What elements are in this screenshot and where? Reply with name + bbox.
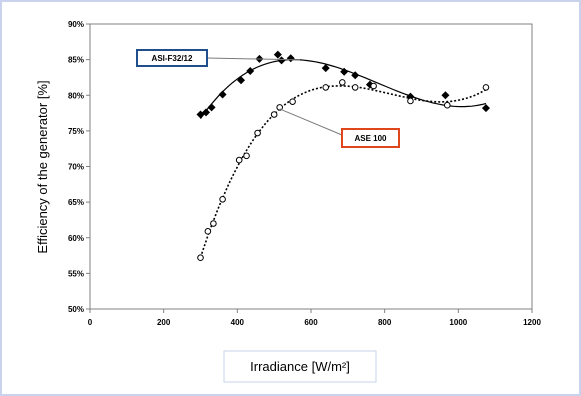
y-tick-label: 60%	[68, 234, 84, 243]
x-axis-title: Irradiance [W/m²]	[250, 359, 350, 374]
trendline-1	[199, 85, 487, 258]
diamond-point	[481, 104, 490, 113]
diamond-point	[277, 56, 286, 65]
circle-point	[197, 254, 204, 261]
y-tick-label: 50%	[68, 305, 84, 314]
circle-point	[219, 195, 226, 203]
ase-callout-box	[341, 128, 400, 148]
y-tick-label: 65%	[68, 198, 84, 207]
axes: 50% 55% 60% 65% 70% 75% 80% 85% 90% 0 200 400 600 800…	[68, 20, 541, 327]
diamond-point	[237, 76, 246, 85]
circle-point	[254, 129, 261, 137]
ase-callout-label: ASE 100	[354, 134, 387, 143]
x-tick-label: 800	[378, 318, 392, 327]
circle-point	[276, 104, 283, 111]
circle-point	[482, 84, 490, 91]
circle-point	[270, 111, 278, 118]
diamond-point	[441, 91, 450, 100]
asi-callout-box	[136, 49, 208, 67]
diamond-point	[207, 103, 216, 112]
x-tick-label: 600	[304, 318, 318, 327]
circle-point	[243, 152, 250, 160]
circle-point	[370, 82, 377, 90]
ase-callout-leader	[279, 108, 343, 136]
y-tick-label: 75%	[68, 127, 84, 136]
x-tick-label: 0	[88, 318, 93, 327]
plot-area	[89, 23, 533, 310]
x-tick-label: 1200	[523, 318, 541, 327]
circle-point	[289, 98, 296, 105]
diamond-point	[321, 64, 330, 73]
x-axis-title-box	[223, 350, 377, 383]
diamond-point	[218, 90, 227, 99]
y-tick-label: 85%	[68, 56, 84, 65]
circle-point	[339, 79, 346, 86]
circle-point	[351, 84, 359, 91]
data-points	[196, 50, 490, 261]
diamond-point	[340, 67, 349, 76]
circle-point	[322, 84, 330, 91]
y-tick-label: 80%	[68, 91, 84, 100]
diamond-point	[202, 108, 211, 117]
circle-point	[210, 220, 217, 227]
diamond-point	[286, 54, 295, 63]
circle-point	[407, 97, 414, 105]
circle-point	[235, 156, 243, 164]
callouts: ASI-F32/12 ASE 100	[136, 49, 400, 148]
circle-point	[443, 101, 451, 109]
diamond-point	[246, 67, 255, 76]
diamond-point	[273, 50, 282, 59]
asi-callout-leader	[206, 57, 300, 61]
asi-callout-label: ASI-F32/12	[152, 54, 193, 63]
x-tick-label: 400	[231, 318, 245, 327]
y-axis-title: Efficiency of the generator [%]	[35, 80, 50, 253]
x-tick-label: 200	[157, 318, 171, 327]
plot-border	[89, 23, 533, 310]
diamond-point	[351, 71, 360, 80]
y-tick-label: 55%	[68, 269, 84, 278]
x-tick-label: 1000	[449, 318, 467, 327]
y-tick-label: 90%	[68, 20, 84, 29]
y-tick-label: 70%	[68, 163, 84, 172]
circle-point	[204, 228, 212, 235]
